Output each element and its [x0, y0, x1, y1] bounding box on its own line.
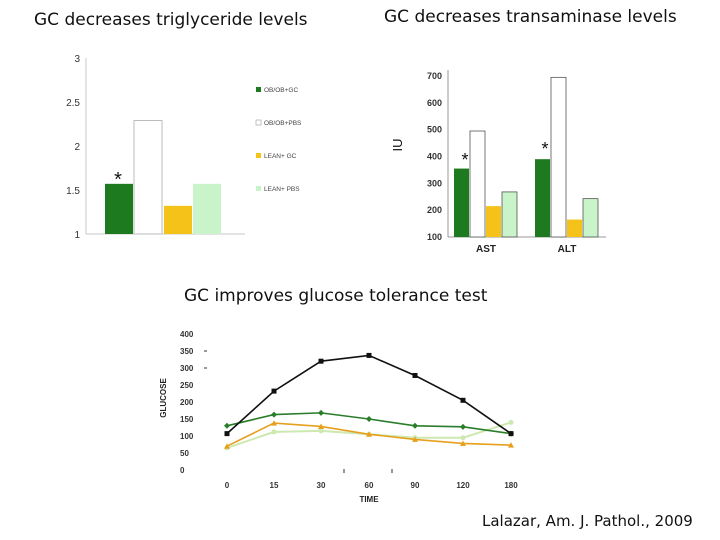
y-tick-label: 1	[74, 230, 80, 241]
bar-lean-gc	[164, 205, 192, 234]
legend-swatch	[256, 153, 261, 158]
data-point-3-1	[271, 429, 277, 435]
legend-swatch	[256, 87, 261, 92]
data-point-0-6	[508, 431, 514, 437]
x-tick-label: 30	[317, 481, 326, 490]
data-point-0-1	[271, 388, 277, 394]
x-tick-label: 0	[225, 481, 230, 490]
data-point-2-3	[366, 431, 372, 437]
x-tick-label: 60	[365, 481, 374, 490]
y-tick-label: 100	[427, 232, 442, 242]
x-tick-label: 180	[504, 481, 518, 490]
triglyceride-chart-title: GC decreases triglyceride levels	[34, 10, 308, 30]
y-tick-label: 350	[180, 347, 194, 356]
data-point-0-3	[366, 352, 372, 358]
data-point-1-3	[366, 416, 372, 422]
bar-ast-1	[469, 130, 486, 238]
y-tick-label: 400	[180, 330, 194, 339]
data-point-3-5	[460, 435, 466, 441]
glucose-chart-title: GC improves glucose tolerance test	[184, 286, 488, 306]
y-tick-label: 2	[74, 142, 80, 153]
citation: Lalazar, Am. J. Pathol., 2009	[482, 512, 693, 530]
legend-swatch	[255, 119, 262, 126]
data-point-2-6	[508, 442, 514, 448]
data-point-1-1	[271, 411, 277, 418]
x-category-label: AST	[476, 244, 496, 255]
bar-ast-3	[501, 191, 518, 238]
x-tick-label: 120	[456, 481, 470, 490]
data-point-2-0	[224, 443, 230, 449]
y-tick-label: 500	[427, 125, 442, 135]
data-point-0-2	[318, 358, 324, 364]
y-tick-label: 250	[180, 381, 194, 390]
y-tick-label: 1.5	[66, 186, 80, 197]
data-point-2-5	[460, 440, 466, 446]
significance-asterisk: *	[114, 169, 122, 191]
x-axis-label: TIME	[359, 495, 379, 504]
y-tick-label: 200	[180, 398, 194, 407]
data-point-1-2	[318, 409, 324, 416]
bar-alt-3	[582, 198, 599, 238]
data-point-3-6	[508, 419, 514, 425]
bar-ast-0	[454, 168, 469, 237]
data-point-3-2	[318, 428, 324, 434]
legend-label: LEAN+ GC	[264, 153, 297, 160]
bar-ast-2	[486, 206, 501, 237]
y-tick-label: 600	[427, 98, 442, 108]
legend-label: LEAN+ PBS	[264, 186, 300, 193]
y-tick-label: 50	[180, 449, 189, 458]
bar-ob-ob-pbs	[133, 119, 163, 235]
y-tick-label: 400	[427, 152, 442, 162]
y-tick-label: 300	[180, 364, 194, 373]
y-tick-label: 0	[180, 466, 185, 475]
y-axis-label: GLUCOSE	[159, 378, 168, 418]
y-tick-label: 200	[427, 205, 442, 215]
data-point-2-1	[271, 420, 277, 426]
data-point-2-4	[412, 436, 418, 442]
y-tick-label: 700	[427, 71, 442, 81]
legend-label: OB/OB+PBS	[264, 120, 302, 127]
y-tick-label: 2.5	[66, 98, 80, 109]
x-tick-label: 15	[270, 481, 279, 490]
legend-swatch	[256, 186, 261, 191]
y-tick-label: 3	[74, 54, 80, 65]
data-point-0-4	[412, 372, 418, 378]
data-point-1-5	[460, 423, 466, 430]
transaminase-chart-title: GC decreases transaminase levels	[384, 7, 677, 27]
bar-ob-ob-gc	[105, 183, 133, 234]
y-tick-label: 100	[180, 432, 194, 441]
data-point-0-0	[224, 431, 230, 437]
data-point-1-4	[412, 422, 418, 429]
x-tick-label: 90	[411, 481, 420, 490]
significance-asterisk-ast: *	[461, 150, 468, 170]
data-point-0-5	[460, 397, 466, 403]
bar-lean-pbs	[193, 183, 221, 234]
glucose-line-1	[226, 412, 512, 435]
x-category-label: ALT	[558, 244, 577, 255]
data-point-2-2	[318, 423, 324, 429]
y-axis-label: IU	[390, 139, 405, 152]
y-tick-label: 300	[427, 178, 442, 188]
bar-alt-2	[567, 219, 582, 237]
bar-alt-0	[535, 159, 550, 237]
legend-label: OB/OB+GC	[264, 87, 298, 94]
significance-asterisk-alt: *	[541, 139, 548, 159]
data-point-1-0	[224, 422, 230, 429]
y-tick-label: 150	[180, 415, 194, 424]
bar-alt-1	[550, 76, 567, 238]
